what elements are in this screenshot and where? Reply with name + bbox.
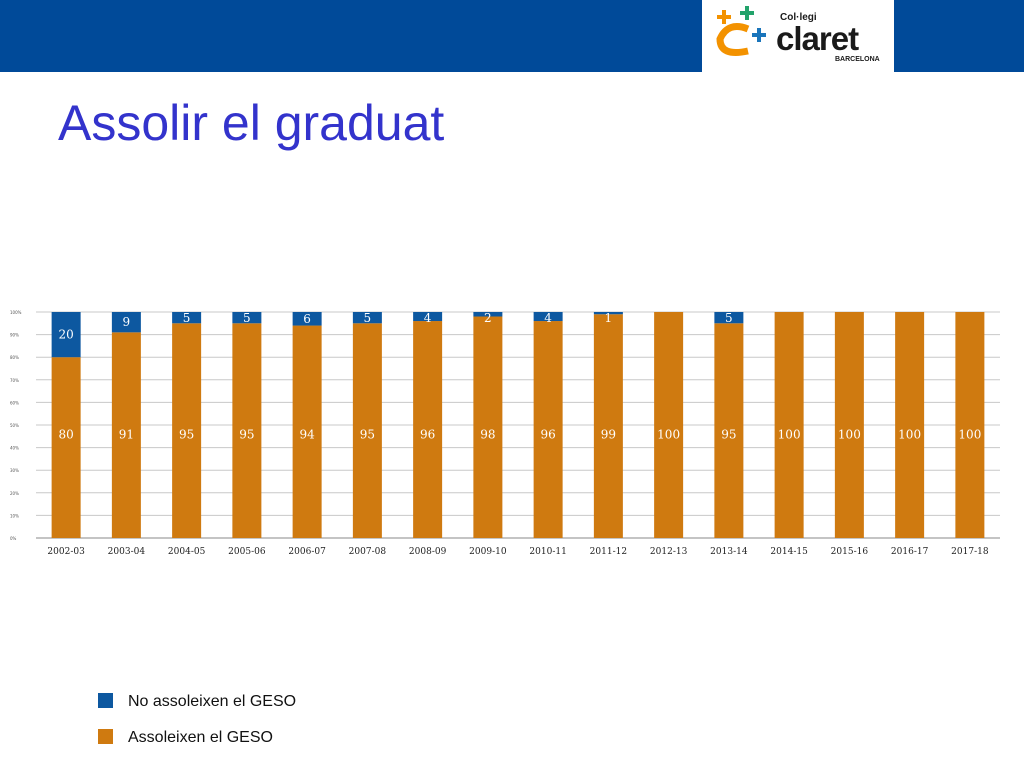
x-tick-label: 2009-10 bbox=[469, 547, 507, 557]
data-label-not-achieved: 5 bbox=[364, 311, 372, 325]
data-label-achieved: 80 bbox=[58, 428, 73, 442]
bar-segment-not-achieved bbox=[352, 312, 382, 324]
stacked-bar-chart: 0% 10% 20% 30% 40% 50% 60% 70% 80% 90% 100% 80 20 200… bbox=[10, 310, 1000, 557]
data-label-not-achieved: 5 bbox=[183, 311, 191, 325]
bar-segment-achieved bbox=[654, 312, 684, 538]
data-label-achieved: 100 bbox=[838, 428, 861, 442]
data-label-not-achieved: 20 bbox=[58, 328, 73, 342]
logo-small-text: Col·legi bbox=[780, 12, 817, 23]
y-tick-label: 50% bbox=[10, 423, 19, 428]
legend-swatch-achieved bbox=[98, 729, 113, 744]
x-tick-label: 2007-08 bbox=[349, 547, 387, 557]
logo-sub-text: BARCELONA bbox=[835, 56, 880, 63]
y-tick-label: 70% bbox=[10, 378, 19, 383]
bar-segment-achieved bbox=[473, 316, 503, 538]
data-label-achieved: 95 bbox=[239, 428, 254, 442]
data-label-not-achieved: 1 bbox=[605, 311, 613, 325]
bar-segment-not-achieved bbox=[714, 312, 744, 324]
bar-segment-achieved bbox=[51, 357, 81, 538]
bar-segment-not-achieved bbox=[533, 312, 563, 322]
data-label-achieved: 91 bbox=[119, 428, 134, 442]
x-tick-label: 2006-07 bbox=[288, 547, 326, 557]
x-tick-label: 2003-04 bbox=[108, 547, 146, 557]
y-tick-label: 100% bbox=[10, 310, 22, 315]
data-label-not-achieved: 6 bbox=[303, 312, 311, 326]
data-label-achieved: 96 bbox=[420, 428, 435, 442]
page-title: Assolir el graduat bbox=[58, 95, 445, 151]
legend-label-achieved: Assoleixen el GESO bbox=[128, 729, 273, 746]
y-tick-label: 80% bbox=[10, 355, 19, 360]
data-label-not-achieved: 5 bbox=[243, 311, 251, 325]
data-label-not-achieved: 5 bbox=[725, 311, 733, 325]
bar-segment-not-achieved bbox=[473, 312, 503, 317]
school-logo: Col·legi claret BARCELONA bbox=[702, 0, 894, 72]
legend-label-not-achieved: No assoleixen el GESO bbox=[128, 693, 297, 710]
bar-segment-achieved bbox=[172, 323, 202, 538]
data-label-achieved: 100 bbox=[898, 428, 921, 442]
y-tick-label: 60% bbox=[10, 400, 19, 405]
y-tick-label: 90% bbox=[10, 333, 19, 338]
data-label-achieved: 100 bbox=[778, 428, 801, 442]
bar-segment-not-achieved bbox=[292, 312, 322, 326]
x-tick-label: 2017-18 bbox=[951, 547, 989, 557]
plus-crosses-icon bbox=[716, 6, 766, 56]
x-tick-label: 2011-12 bbox=[590, 547, 627, 557]
bar-segment-achieved bbox=[955, 312, 985, 538]
x-tick-label: 2008-09 bbox=[409, 547, 447, 557]
data-label-achieved: 95 bbox=[179, 428, 194, 442]
bar-segment-not-achieved bbox=[51, 312, 81, 358]
y-tick-label: 30% bbox=[10, 468, 19, 473]
data-label-achieved: 96 bbox=[540, 428, 555, 442]
y-tick-label: 10% bbox=[10, 513, 19, 518]
bar-segment-not-achieved bbox=[593, 312, 623, 315]
data-label-not-achieved: 9 bbox=[123, 315, 131, 329]
y-tick-label: 40% bbox=[10, 446, 19, 451]
x-tick-label: 2012-13 bbox=[650, 547, 688, 557]
data-label-achieved: 95 bbox=[360, 428, 375, 442]
bar-segment-not-achieved bbox=[232, 312, 262, 324]
x-tick-label: 2002-03 bbox=[47, 547, 85, 557]
bar-segment-achieved bbox=[834, 312, 864, 538]
bar-segment-achieved bbox=[774, 312, 804, 538]
y-tick-label: 0% bbox=[10, 536, 17, 541]
data-label-achieved: 99 bbox=[601, 428, 616, 442]
bar-segment-achieved bbox=[413, 321, 443, 538]
x-tick-label: 2013-14 bbox=[710, 547, 748, 557]
data-label-not-achieved: 4 bbox=[424, 311, 432, 325]
data-label-achieved: 95 bbox=[721, 428, 736, 442]
bar-segment-achieved bbox=[714, 323, 744, 538]
data-label-achieved: 94 bbox=[299, 428, 315, 442]
bar-segment-achieved bbox=[111, 332, 141, 538]
data-label-achieved: 98 bbox=[480, 428, 495, 442]
x-tick-label: 2015-16 bbox=[831, 547, 869, 557]
legend-swatch-not-achieved bbox=[98, 693, 113, 708]
logo-main-text: claret bbox=[776, 20, 859, 57]
x-tick-label: 2016-17 bbox=[891, 547, 929, 557]
x-tick-label: 2004-05 bbox=[168, 547, 206, 557]
bar-segment-not-achieved bbox=[413, 312, 443, 322]
bar-segment-not-achieved bbox=[172, 312, 202, 324]
data-label-not-achieved: 4 bbox=[544, 311, 552, 325]
x-tick-label: 2010-11 bbox=[529, 547, 566, 557]
data-label-achieved: 100 bbox=[657, 428, 680, 442]
bar-segment-not-achieved bbox=[111, 312, 141, 333]
bar-segment-achieved bbox=[232, 323, 262, 538]
data-label-achieved: 100 bbox=[958, 428, 981, 442]
bar-segment-achieved bbox=[895, 312, 925, 538]
x-tick-label: 2014-15 bbox=[770, 547, 808, 557]
bar-segment-achieved bbox=[352, 323, 382, 538]
x-tick-label: 2005-06 bbox=[228, 547, 266, 557]
bar-segment-achieved bbox=[593, 314, 623, 538]
data-label-not-achieved: 2 bbox=[484, 311, 492, 325]
y-tick-label: 20% bbox=[10, 491, 19, 496]
bar-segment-achieved bbox=[533, 321, 563, 538]
bar-segment-achieved bbox=[292, 325, 322, 538]
